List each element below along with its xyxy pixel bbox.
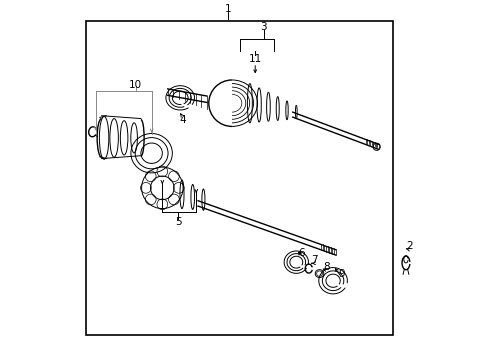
Text: 6: 6 (298, 248, 305, 258)
Text: 1: 1 (224, 4, 231, 14)
Text: 8: 8 (323, 262, 329, 272)
Bar (85, 21, 392, 336)
Text: 11: 11 (248, 54, 261, 64)
Text: 7: 7 (310, 255, 317, 265)
Text: 2: 2 (406, 241, 412, 251)
Text: 3: 3 (260, 22, 267, 32)
Text: 9: 9 (338, 269, 345, 279)
Text: 4: 4 (179, 115, 185, 125)
Text: 5: 5 (175, 217, 182, 227)
Text: 10: 10 (129, 80, 142, 90)
